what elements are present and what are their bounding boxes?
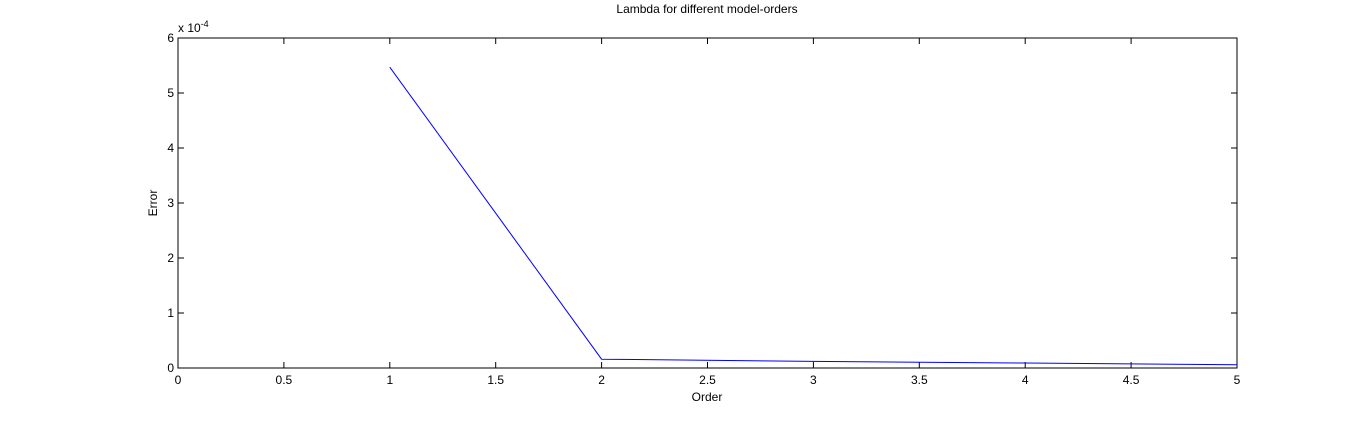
plot-area: 0 0.5 1 1.5 2 2.5 3 3.5 4 4.5 5 0 1 2 3 4 5 6 [167, 31, 1240, 387]
y-tick-label: 3 [167, 196, 174, 210]
x-axis-label: Order [692, 390, 723, 404]
x-tick-label: 4 [1022, 373, 1029, 387]
x-tick-label: 0 [175, 373, 182, 387]
x-tick-label: 3.5 [911, 373, 928, 387]
y-tick-label: 1 [167, 306, 174, 320]
x-tick-label: 4.5 [1123, 373, 1140, 387]
x-tick-label: 1 [386, 373, 393, 387]
x-tick-label: 1.5 [487, 373, 504, 387]
y-tick-label: 5 [167, 86, 174, 100]
series-line [389, 66, 1238, 366]
x-tick-label: 3 [810, 373, 817, 387]
y-multiplier-base: x 10 [178, 21, 201, 35]
y-axis-multiplier: x 10-4 [178, 19, 209, 35]
y-tick-label: 0 [167, 361, 174, 375]
y-multiplier-exponent: -4 [201, 19, 209, 29]
y-tick-label: 4 [167, 141, 174, 155]
x-tick-label: 2.5 [699, 373, 716, 387]
axes-box [177, 37, 1238, 369]
y-tick-label: 2 [167, 251, 174, 265]
x-tick-label: 5 [1234, 373, 1241, 387]
x-tick-label: 2 [598, 373, 605, 387]
chart-title: Lambda for different model-orders [616, 2, 797, 16]
y-axis-label: Error [146, 190, 160, 217]
x-tick-label: 0.5 [276, 373, 293, 387]
svg-text:x 10-4: x 10-4 [178, 19, 209, 35]
y-tick-label: 6 [167, 31, 174, 45]
